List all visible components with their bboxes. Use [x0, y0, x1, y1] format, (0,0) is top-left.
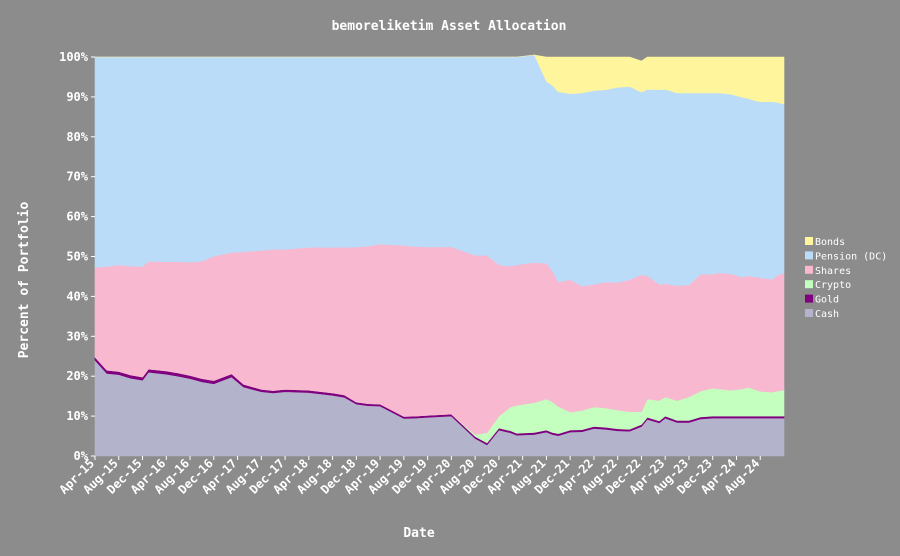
- y-tick-label: 100%: [59, 50, 89, 64]
- y-tick-label: 70%: [66, 170, 88, 184]
- y-tick-label: 0%: [74, 449, 89, 463]
- legend-swatch: [805, 237, 813, 245]
- legend: Bonds Pension (DC) Shares Crypto Gold Cash: [805, 237, 887, 320]
- legend-swatch: [805, 251, 813, 260]
- y-tick-label: 40%: [66, 289, 88, 303]
- y-axis-ticks: 0% 10% 20% 30% 40% 50% 60% 70% 80% 90% 100%: [59, 50, 95, 463]
- y-tick-label: 90%: [66, 90, 88, 104]
- legend-swatch: [805, 280, 813, 289]
- chart-title: bemoreliketim Asset Allocation: [332, 19, 567, 34]
- y-tick-label: 60%: [66, 210, 88, 224]
- legend-label: Cash: [815, 309, 839, 320]
- legend-swatch: [805, 294, 813, 303]
- plot-areas: [94, 54, 785, 457]
- y-axis-label: Percent of Portfolio: [17, 202, 32, 359]
- x-axis-ticks: Apr-15Aug-15Dec-15Apr-16Aug-16Dec-16Apr-…: [57, 456, 762, 497]
- x-axis-label: Date: [403, 526, 434, 541]
- legend-label: Gold: [815, 295, 839, 306]
- y-tick-label: 30%: [66, 329, 88, 343]
- area-bonds: [95, 54, 785, 105]
- legend-label: Crypto: [815, 280, 851, 291]
- legend-label: Pension (DC): [815, 251, 887, 262]
- y-tick-label: 20%: [66, 369, 88, 383]
- y-tick-label: 80%: [66, 130, 88, 144]
- legend-label: Bonds: [815, 237, 845, 248]
- legend-swatch: [805, 309, 813, 317]
- legend-label: Shares: [815, 266, 851, 277]
- legend-swatch: [805, 265, 813, 274]
- y-tick-label: 10%: [66, 409, 88, 423]
- y-tick-label: 50%: [66, 250, 88, 264]
